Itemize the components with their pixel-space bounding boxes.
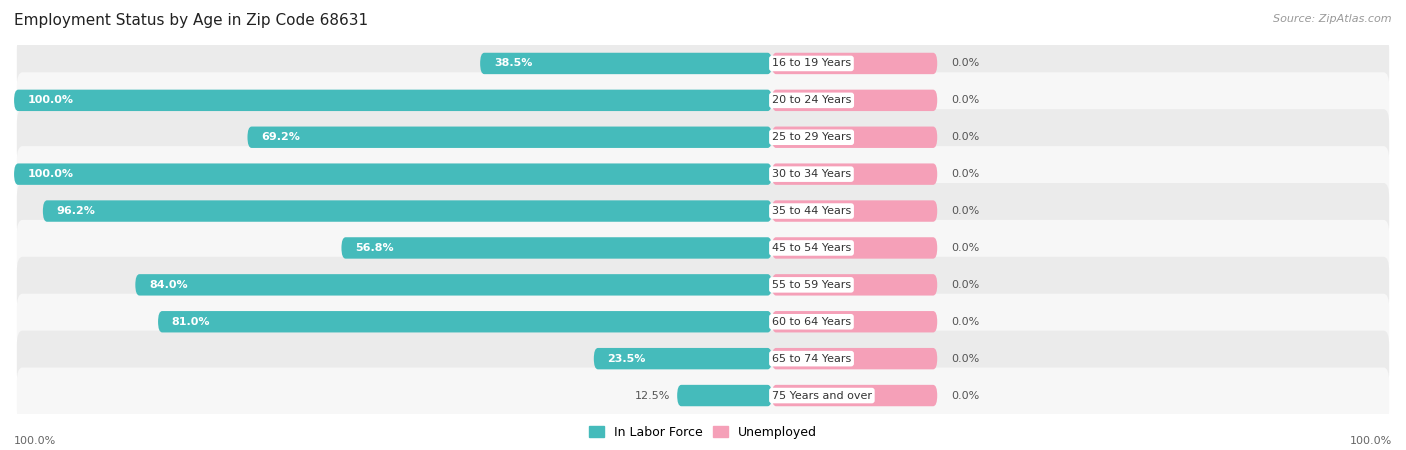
- Text: 60 to 64 Years: 60 to 64 Years: [772, 317, 851, 327]
- Text: Employment Status by Age in Zip Code 68631: Employment Status by Age in Zip Code 686…: [14, 14, 368, 28]
- Text: 12.5%: 12.5%: [636, 391, 671, 401]
- Text: 45 to 54 Years: 45 to 54 Years: [772, 243, 851, 253]
- FancyBboxPatch shape: [342, 237, 772, 259]
- FancyBboxPatch shape: [247, 126, 772, 148]
- Text: 69.2%: 69.2%: [262, 132, 299, 142]
- FancyBboxPatch shape: [17, 257, 1389, 313]
- Text: 81.0%: 81.0%: [172, 317, 211, 327]
- FancyBboxPatch shape: [772, 163, 938, 185]
- Text: 100.0%: 100.0%: [28, 95, 75, 105]
- FancyBboxPatch shape: [157, 311, 772, 333]
- FancyBboxPatch shape: [42, 200, 772, 222]
- FancyBboxPatch shape: [14, 90, 772, 111]
- FancyBboxPatch shape: [772, 311, 938, 333]
- Text: 0.0%: 0.0%: [950, 243, 979, 253]
- FancyBboxPatch shape: [17, 36, 1389, 91]
- FancyBboxPatch shape: [17, 368, 1389, 423]
- Text: 0.0%: 0.0%: [950, 132, 979, 142]
- FancyBboxPatch shape: [14, 163, 772, 185]
- Text: 0.0%: 0.0%: [950, 95, 979, 105]
- FancyBboxPatch shape: [593, 348, 772, 369]
- Text: 20 to 24 Years: 20 to 24 Years: [772, 95, 851, 105]
- FancyBboxPatch shape: [479, 53, 772, 74]
- Legend: In Labor Force, Unemployed: In Labor Force, Unemployed: [583, 421, 823, 444]
- Text: 84.0%: 84.0%: [149, 280, 188, 290]
- Text: 16 to 19 Years: 16 to 19 Years: [772, 58, 851, 68]
- Text: 100.0%: 100.0%: [14, 436, 56, 446]
- FancyBboxPatch shape: [17, 183, 1389, 239]
- FancyBboxPatch shape: [17, 109, 1389, 165]
- Text: 38.5%: 38.5%: [494, 58, 533, 68]
- Text: 0.0%: 0.0%: [950, 354, 979, 364]
- FancyBboxPatch shape: [17, 220, 1389, 276]
- Text: 35 to 44 Years: 35 to 44 Years: [772, 206, 851, 216]
- FancyBboxPatch shape: [17, 72, 1389, 128]
- Text: 100.0%: 100.0%: [1350, 436, 1392, 446]
- FancyBboxPatch shape: [772, 90, 938, 111]
- FancyBboxPatch shape: [678, 385, 772, 406]
- Text: 0.0%: 0.0%: [950, 391, 979, 401]
- FancyBboxPatch shape: [772, 237, 938, 259]
- FancyBboxPatch shape: [772, 126, 938, 148]
- FancyBboxPatch shape: [17, 331, 1389, 387]
- Text: 23.5%: 23.5%: [607, 354, 645, 364]
- FancyBboxPatch shape: [772, 200, 938, 222]
- FancyBboxPatch shape: [772, 274, 938, 296]
- Text: 0.0%: 0.0%: [950, 58, 979, 68]
- FancyBboxPatch shape: [135, 274, 772, 296]
- Text: 0.0%: 0.0%: [950, 169, 979, 179]
- Text: 65 to 74 Years: 65 to 74 Years: [772, 354, 851, 364]
- FancyBboxPatch shape: [772, 385, 938, 406]
- Text: 100.0%: 100.0%: [28, 169, 75, 179]
- FancyBboxPatch shape: [772, 53, 938, 74]
- Text: 0.0%: 0.0%: [950, 280, 979, 290]
- FancyBboxPatch shape: [17, 294, 1389, 350]
- FancyBboxPatch shape: [772, 348, 938, 369]
- Text: 0.0%: 0.0%: [950, 317, 979, 327]
- Text: 55 to 59 Years: 55 to 59 Years: [772, 280, 851, 290]
- Text: 96.2%: 96.2%: [56, 206, 96, 216]
- FancyBboxPatch shape: [17, 146, 1389, 202]
- Text: Source: ZipAtlas.com: Source: ZipAtlas.com: [1274, 14, 1392, 23]
- Text: 75 Years and over: 75 Years and over: [772, 391, 872, 401]
- Text: 56.8%: 56.8%: [356, 243, 394, 253]
- Text: 0.0%: 0.0%: [950, 206, 979, 216]
- Text: 30 to 34 Years: 30 to 34 Years: [772, 169, 851, 179]
- Text: 25 to 29 Years: 25 to 29 Years: [772, 132, 851, 142]
